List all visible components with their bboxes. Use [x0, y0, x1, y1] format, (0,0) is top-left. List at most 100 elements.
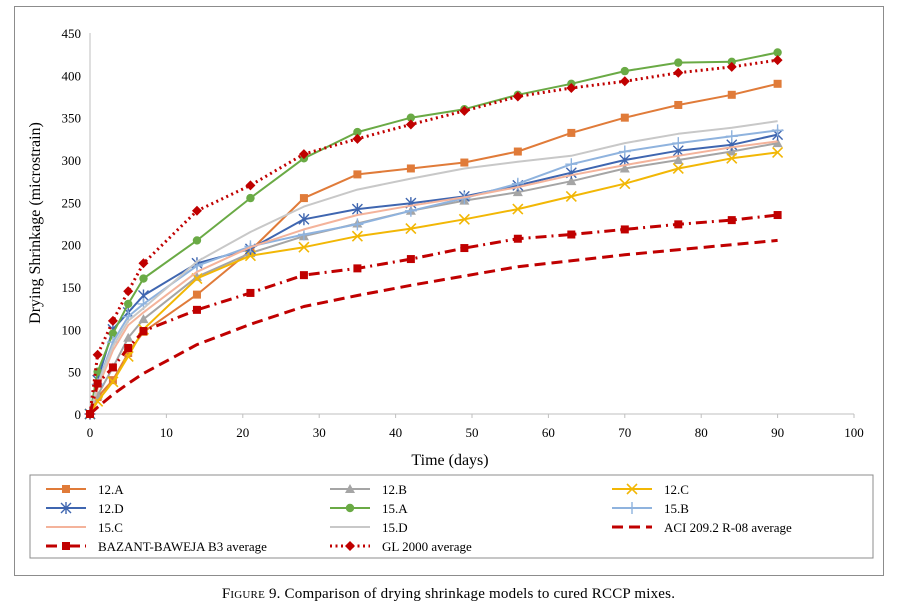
data-point [138, 258, 149, 269]
data-point [512, 91, 523, 102]
x-tick-label: 50 [466, 425, 479, 440]
series-bazant-baweja-b3-average [86, 211, 782, 418]
series-aci-209-2-r-08-average [88, 238, 778, 416]
data-point [192, 236, 202, 245]
data-point [353, 127, 362, 137]
y-axis-title: Drying Shrinkage (microstrain) [27, 122, 44, 324]
figure-caption: Figure 9. Comparison of drying shrinkage… [0, 586, 897, 603]
series-line [88, 238, 778, 416]
y-tick-label: 350 [62, 111, 82, 126]
data-point [772, 138, 783, 148]
y-tick-label: 50 [68, 365, 81, 380]
legend-item: 15.C [46, 520, 123, 535]
y-tick-label: 300 [62, 153, 82, 168]
data-point [123, 286, 134, 297]
data-point [92, 349, 103, 360]
legend-item: 15.B [612, 501, 689, 516]
data-point [513, 147, 522, 156]
data-point [406, 164, 415, 173]
legend-item: 12.A [46, 482, 124, 497]
data-point [566, 176, 577, 186]
legend-label: 15.C [98, 520, 123, 535]
data-point [727, 57, 736, 66]
data-point [246, 288, 255, 297]
data-point [674, 220, 683, 229]
data-point [405, 223, 417, 235]
legend-item: 12.C [612, 482, 689, 497]
x-tick-label: 70 [618, 425, 631, 440]
legend-item: 15.A [330, 501, 408, 516]
legend-marker [345, 503, 355, 513]
data-point [191, 205, 202, 216]
data-point [108, 329, 118, 338]
data-point [192, 290, 201, 299]
data-point [565, 158, 578, 171]
legend-marker [345, 484, 355, 493]
data-point [298, 213, 310, 226]
data-point [351, 203, 363, 216]
data-point [620, 66, 629, 76]
series-line [89, 120, 778, 415]
data-point [726, 152, 738, 164]
data-point [672, 162, 684, 175]
y-tick-label: 0 [75, 407, 82, 422]
data-point [192, 305, 201, 314]
y-tick-label: 200 [62, 238, 82, 253]
data-point [352, 133, 363, 144]
legend-label: 12.C [664, 482, 689, 497]
data-point [773, 211, 782, 220]
x-tick-label: 90 [771, 425, 784, 440]
data-point [674, 100, 683, 109]
data-point [566, 83, 577, 94]
x-tick-label: 20 [236, 425, 249, 440]
legend-label: 12.D [98, 501, 124, 516]
data-point [726, 61, 737, 72]
data-point [620, 113, 629, 122]
y-tick-label: 250 [62, 195, 82, 210]
data-point [619, 76, 630, 87]
x-tick-label: 80 [695, 425, 708, 440]
data-point [107, 315, 118, 326]
data-point [725, 130, 738, 143]
data-point [93, 379, 102, 388]
data-point [124, 343, 133, 352]
legend: 12.A 12.B 12.C 12.D 15.A 15.B 15.C 15.D ACI 209.… [29, 474, 874, 559]
legend-marker [345, 541, 355, 551]
legend-marker [62, 542, 70, 550]
series-15-c [89, 140, 778, 415]
data-point [727, 90, 736, 99]
x-tick-label: 60 [542, 425, 555, 440]
legend-item: BAZANT-BAWEJA B3 average [46, 539, 267, 554]
x-tick-label: 0 [87, 425, 94, 440]
data-point [772, 55, 783, 66]
legend-item: 12.B [330, 482, 407, 497]
data-point [727, 216, 736, 225]
data-point [406, 255, 415, 264]
x-tick-label: 10 [160, 425, 173, 440]
data-point [567, 230, 576, 239]
chart-frame [14, 6, 884, 576]
data-point [460, 244, 469, 253]
data-point [674, 58, 683, 67]
data-point [298, 149, 309, 160]
legend-item: ACI 209.2 R-08 average [612, 520, 792, 535]
legend-marker [60, 502, 72, 514]
data-point [298, 241, 310, 253]
data-point [565, 190, 577, 202]
data-point [673, 155, 684, 164]
data-point [353, 170, 362, 179]
data-point [619, 163, 630, 173]
legend-label: 15.A [382, 501, 408, 516]
plot-series [84, 48, 784, 420]
data-point [246, 193, 255, 203]
legend-item: GL 2000 average [330, 539, 472, 554]
data-point [245, 180, 256, 191]
data-point [191, 271, 202, 281]
data-point [458, 213, 470, 225]
data-point [460, 158, 469, 167]
y-tick-label: 100 [62, 322, 82, 337]
legend-label: ACI 209.2 R-08 average [664, 520, 792, 535]
data-point [773, 79, 782, 88]
y-tick-label: 450 [62, 26, 82, 41]
